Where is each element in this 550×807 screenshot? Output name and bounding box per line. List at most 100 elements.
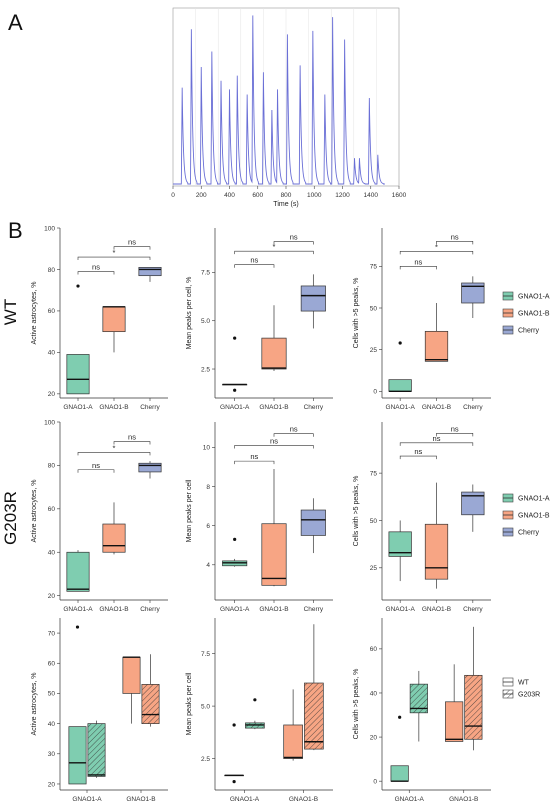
y-axis-title: Cells with >5 peaks, % bbox=[353, 278, 360, 349]
box-body-0 bbox=[68, 726, 87, 785]
legend-label-gnao1-b: GNAO1-B bbox=[518, 513, 550, 520]
box-body-2 bbox=[445, 701, 464, 742]
y-axis-title: Active astrocytes, % bbox=[31, 479, 38, 542]
y-axis-title: Mean peaks per cell bbox=[186, 672, 193, 735]
significance-bracket bbox=[234, 460, 275, 465]
boxplot-panel-1: 20 40 60 80 100 Active astrocytes, % GNAO1-A GN… bbox=[31, 225, 168, 411]
x-tick-label: Cherry bbox=[463, 404, 483, 411]
significance-bracket bbox=[77, 452, 151, 456]
significance-label: ns bbox=[414, 447, 422, 456]
y-axis-title: Mean peaks per cell bbox=[186, 479, 193, 542]
y-tick-label: 70 bbox=[48, 630, 56, 637]
boxplot-panel-4: 20 40 60 80 100 Active astrocytes, % GNAO1-A GN… bbox=[31, 419, 168, 613]
x-tick-label: GNAO1-A bbox=[220, 606, 250, 613]
x-tick-label: Cherry bbox=[140, 404, 160, 411]
significance-label: ns bbox=[414, 257, 422, 266]
box-body-1 bbox=[102, 523, 126, 553]
significance-label: * bbox=[435, 242, 438, 251]
box-body-2 bbox=[122, 656, 141, 694]
box-body-2 bbox=[138, 267, 162, 277]
trace-xlabel: Time (s) bbox=[273, 201, 298, 208]
trace-xtick-label: 1600 bbox=[392, 192, 407, 199]
significance-bracket bbox=[77, 469, 115, 473]
trace-xtick-label: 600 bbox=[252, 192, 263, 199]
box-body-0 bbox=[66, 354, 90, 395]
x-tick-label: GNAO1-A bbox=[220, 404, 250, 411]
y-tick-label: 80 bbox=[48, 463, 56, 470]
legend-label-gnao1-a: GNAO1-A bbox=[518, 294, 550, 301]
box-hatch-3 bbox=[464, 675, 483, 740]
significance-label: ns bbox=[451, 232, 459, 241]
y-tick-label: 25 bbox=[370, 565, 378, 572]
y-tick-label: 20 bbox=[48, 593, 56, 600]
y-tick-label: 25 bbox=[370, 347, 378, 354]
y-axis-title: Mean peaks per cell, % bbox=[186, 277, 193, 350]
significance-bracket bbox=[399, 266, 437, 270]
box-outlier bbox=[398, 341, 402, 345]
legend-label-gnao1-b: GNAO1-B bbox=[518, 311, 550, 318]
box-body-1 bbox=[424, 330, 449, 362]
significance-label: ns bbox=[290, 233, 298, 242]
y-tick-label: 50 bbox=[48, 691, 56, 698]
box-body-2 bbox=[461, 491, 485, 516]
box-outlier bbox=[233, 336, 237, 340]
box-body-1 bbox=[261, 523, 287, 586]
box-hatch-3 bbox=[141, 684, 160, 724]
significance-bracket bbox=[113, 441, 151, 445]
y-tick-label: 75 bbox=[370, 264, 378, 271]
x-tick-label: GNAO1-A bbox=[386, 606, 416, 613]
y-tick-label: 5.0 bbox=[201, 318, 210, 325]
y-tick-label: 7.5 bbox=[201, 651, 210, 658]
x-tick-label: Cherry bbox=[304, 404, 324, 411]
boxplot-panel-5: 4 6 8 10 Mean peaks per cell GNAO1-A GNAO1-B Ch… bbox=[186, 422, 333, 613]
trace-xtick-label: 1000 bbox=[307, 192, 322, 199]
boxplot-panel-8: 2.5 5.0 7.5 Mean peaks per cell GNAO1-A GNAO1… bbox=[186, 618, 333, 803]
boxplot-panel-2: 2.5 5.0 7.5 Mean peaks per cell, % GNAO1-A GN… bbox=[186, 228, 333, 411]
significance-bracket bbox=[436, 241, 474, 245]
significance-bracket bbox=[436, 433, 474, 437]
significance-bracket bbox=[399, 455, 437, 460]
box-body-0 bbox=[66, 551, 90, 592]
box-body-2 bbox=[461, 282, 485, 304]
significance-label: ns bbox=[270, 436, 278, 445]
significance-bracket bbox=[234, 250, 314, 255]
y-axis-title: Cells with >5 peaks, % bbox=[353, 669, 360, 740]
x-tick-label: GNAO1-B bbox=[259, 404, 288, 411]
box-hatch-1 bbox=[87, 723, 106, 777]
row-label-g203r: G203R bbox=[1, 491, 20, 545]
y-tick-label: 7.5 bbox=[201, 270, 210, 277]
x-tick-label: GNAO1-B bbox=[126, 796, 155, 803]
trace-xtick-label: 400 bbox=[224, 192, 235, 199]
box-outlier bbox=[233, 537, 237, 541]
x-tick-label: GNAO1-B bbox=[422, 404, 451, 411]
significance-label: * bbox=[113, 248, 116, 257]
x-tick-label: Cherry bbox=[140, 606, 160, 613]
x-tick-label: GNAO1-B bbox=[99, 404, 128, 411]
box-outlier bbox=[232, 723, 236, 727]
trace-xtick-label: 1200 bbox=[335, 192, 350, 199]
significance-bracket bbox=[113, 246, 151, 250]
significance-label: ns bbox=[250, 256, 258, 265]
x-tick-label: GNAO1-B bbox=[259, 606, 288, 613]
box-outlier bbox=[75, 625, 80, 629]
y-tick-label: 6 bbox=[206, 523, 210, 530]
legend-label-wt: WT bbox=[518, 680, 530, 687]
y-tick-label: 0 bbox=[373, 389, 377, 396]
significance-label: ns bbox=[250, 452, 258, 461]
y-tick-label: 4 bbox=[206, 562, 210, 569]
box-hatch-1 bbox=[410, 684, 428, 713]
y-tick-label: 5.0 bbox=[201, 703, 210, 710]
significance-bracket bbox=[399, 442, 474, 446]
x-tick-label: GNAO1-A bbox=[395, 796, 425, 803]
y-tick-label: 60 bbox=[48, 506, 56, 513]
x-tick-label: GNAO1-B bbox=[449, 796, 478, 803]
box-outlier bbox=[253, 698, 257, 702]
x-tick-label: GNAO1-A bbox=[63, 606, 93, 613]
significance-label: ns bbox=[433, 434, 441, 443]
trace-line bbox=[173, 15, 385, 185]
y-tick-label: 60 bbox=[48, 308, 56, 315]
legend-label-g203r: G203R bbox=[518, 692, 540, 699]
trace-xtick-label: 1400 bbox=[364, 192, 379, 199]
boxplot-panel-3: 0 25 50 75 Cells with >5 peaks, % GNAO1-A GNAO… bbox=[353, 228, 491, 411]
significance-label: ns bbox=[451, 424, 459, 433]
